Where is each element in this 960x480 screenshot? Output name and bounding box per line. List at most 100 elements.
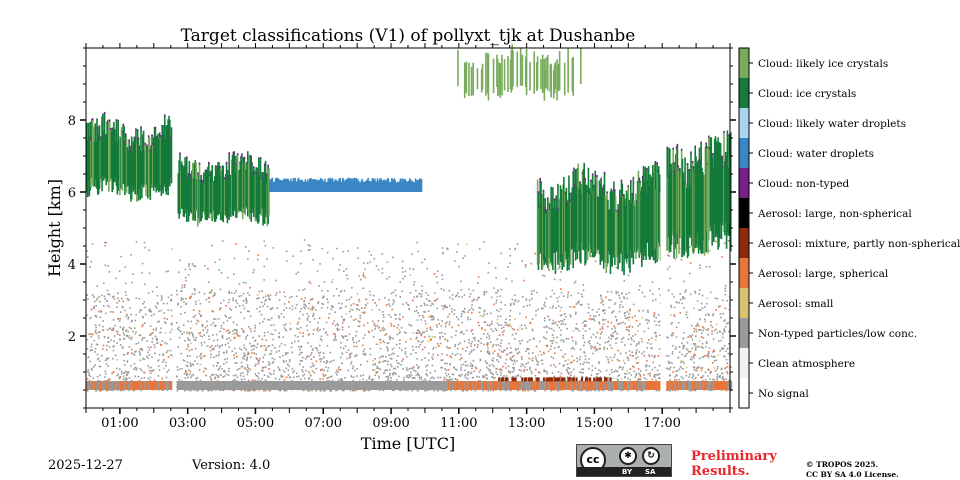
aerosol-pixel [707,375,709,377]
aerosol-pixel [263,334,266,337]
aerosol-pixel [224,358,226,361]
aerosol-pixel [302,289,304,291]
aerosol-pixel [124,309,126,312]
aerosol-pixel [601,300,604,303]
aerosol-pixel [321,378,324,380]
aerosol-pixel [441,366,444,369]
aerosol-pixel [480,337,482,340]
aerosol-pixel [262,305,264,308]
aerosol-pixel [146,340,148,342]
cloud-column [91,118,93,178]
aerosol-pixel [122,375,125,378]
surface-aerosol-column [648,381,651,390]
mixed-aerosol-column [530,377,533,382]
aerosol-pixel [239,311,242,314]
aerosol-pixel [374,302,376,304]
aerosol-pixel [392,352,395,355]
aerosol-pixel [539,340,541,343]
cloud-column [163,135,165,188]
aerosol-pixel [123,334,126,336]
aerosol-pixel [229,331,231,333]
aerosol-pixel [511,327,514,330]
cloud-column [103,112,106,178]
aerosol-pixel [476,344,479,346]
aerosol-pixel [693,353,696,356]
surface-aerosol-column [635,381,638,390]
aerosol-pixel [112,328,114,330]
aerosol-pixel [252,271,255,274]
aerosol-pixel [629,325,631,327]
aerosol-pixel [649,289,652,292]
aerosol-pixel [711,351,714,353]
aerosol-pixel [191,375,193,377]
aerosol-pixel [445,306,447,309]
aerosol-pixel [698,357,701,360]
aerosol-pixel [138,334,141,336]
aerosol-pixel [477,276,480,278]
aerosol-pixel [544,389,546,392]
aerosol-pixel [283,303,286,305]
cloud-column [87,122,90,181]
aerosol-pixel [509,347,512,349]
aerosol-pixel [257,254,259,257]
aerosol-pixel [698,325,700,327]
aerosol-pixel [345,274,348,277]
aerosol-pixel [411,377,414,379]
aerosol-pixel [512,366,514,369]
aerosol-pixel [520,324,523,327]
aerosol-pixel [383,341,386,344]
aerosol-pixel [198,291,201,294]
aerosol-pixel [471,364,474,366]
aerosol-pixel [431,356,433,359]
aerosol-pixel [674,348,677,350]
aerosol-pixel [358,300,361,303]
aerosol-pixel [620,341,623,343]
aerosol-pixel [609,344,612,347]
aerosol-pixel [144,246,147,249]
surface-aerosol-column [189,381,192,390]
aerosol-pixel [192,336,195,338]
surface-aerosol-column [636,381,639,390]
aerosol-pixel [574,313,577,315]
aerosol-pixel [339,264,341,266]
aerosol-pixel [313,318,316,320]
aerosol-pixel [151,356,153,359]
aerosol-pixel [183,301,185,303]
aerosol-pixel [325,331,327,334]
cloud-top-pixel [140,126,142,129]
aerosol-pixel [509,371,512,373]
aerosol-pixel [480,342,482,345]
aerosol-pixel [563,364,565,366]
aerosol-pixel [578,330,581,332]
aerosol-pixel [119,334,121,337]
aerosol-pixel [622,321,624,324]
aerosol-pixel [144,306,146,309]
aerosol-pixel [618,310,621,313]
aerosol-pixel [560,271,562,273]
cloud-column [114,142,117,179]
aerosol-pixel [709,378,711,380]
aerosol-pixel [665,367,668,370]
aerosol-pixel [416,241,418,244]
aerosol-pixel [444,325,447,328]
aerosol-pixel [102,282,105,285]
aerosol-pixel [397,328,400,331]
aerosol-pixel [206,329,209,331]
aerosol-pixel [638,323,641,325]
aerosol-pixel [429,304,432,307]
aerosol-pixel [121,372,123,375]
aerosol-pixel [643,374,645,376]
aerosol-pixel [411,367,414,370]
aerosol-pixel [611,371,613,374]
mixed-aerosol-column [571,377,574,382]
surface-aerosol-column [354,381,357,390]
aerosol-pixel [444,372,447,374]
aerosol-pixel [236,302,239,305]
aerosol-pixel [301,356,304,359]
aerosol-pixel [704,379,707,381]
aerosol-pixel [530,370,533,373]
aerosol-pixel [648,354,650,356]
aerosol-pixel [157,360,159,362]
aerosol-pixel [111,357,114,360]
surface-aerosol-column [133,381,136,390]
